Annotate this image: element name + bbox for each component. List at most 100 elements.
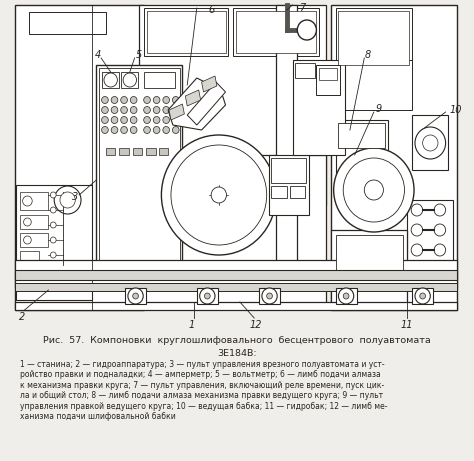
Bar [15, 260, 457, 288]
Circle shape [153, 96, 160, 104]
Circle shape [415, 127, 446, 159]
Circle shape [130, 106, 137, 113]
Text: 12: 12 [250, 320, 263, 330]
Bar [338, 123, 385, 148]
Text: 6: 6 [208, 5, 214, 15]
Bar [412, 288, 433, 304]
Text: 1 — станина; 2 — гидроаппаратура; 3 — пульт управления врезного полуавтомата и у: 1 — станина; 2 — гидроаппаратура; 3 — пу… [20, 360, 387, 421]
Circle shape [50, 207, 56, 213]
Circle shape [334, 148, 414, 232]
Circle shape [111, 117, 118, 124]
Bar [15, 5, 144, 310]
Circle shape [162, 135, 276, 255]
Circle shape [50, 192, 56, 198]
Bar [133, 148, 142, 155]
Circle shape [153, 126, 160, 134]
Bar [197, 288, 218, 304]
Text: 3: 3 [72, 192, 78, 202]
Circle shape [101, 96, 108, 104]
Text: 1: 1 [189, 320, 195, 330]
Bar [121, 72, 138, 88]
Circle shape [173, 126, 179, 134]
Circle shape [173, 117, 179, 124]
Circle shape [121, 106, 128, 113]
Bar [15, 5, 457, 310]
Circle shape [121, 126, 128, 134]
Text: Рис.  57.  Компоновки  круглошлифовального  бесцентрового  полуавтомата: Рис. 57. Компоновки круглошлифовального … [43, 336, 431, 345]
Circle shape [171, 145, 267, 245]
Circle shape [153, 117, 160, 124]
Circle shape [338, 288, 354, 304]
Bar [336, 288, 356, 304]
Bar [125, 288, 146, 304]
Circle shape [163, 106, 170, 113]
Text: 3Е184В:: 3Е184В: [217, 349, 257, 358]
Circle shape [111, 96, 118, 104]
Bar [292, 60, 345, 155]
Circle shape [200, 288, 215, 304]
Circle shape [130, 126, 137, 134]
Circle shape [144, 106, 150, 113]
Bar [20, 215, 48, 229]
Bar [15, 283, 457, 291]
Bar [336, 8, 412, 68]
Bar [96, 65, 182, 265]
Circle shape [123, 73, 137, 87]
Circle shape [267, 293, 273, 299]
Bar [269, 155, 309, 215]
Bar [331, 230, 407, 305]
Polygon shape [187, 82, 226, 125]
Circle shape [111, 106, 118, 113]
Bar [29, 12, 106, 34]
Circle shape [23, 196, 32, 206]
Circle shape [211, 187, 227, 203]
Bar [331, 5, 457, 310]
Circle shape [173, 106, 179, 113]
Bar [144, 72, 175, 88]
Circle shape [297, 20, 317, 40]
Bar [336, 120, 388, 185]
Bar [20, 192, 48, 210]
Circle shape [50, 237, 56, 243]
Circle shape [50, 252, 56, 258]
Circle shape [111, 126, 118, 134]
Bar [272, 186, 287, 198]
Circle shape [121, 117, 128, 124]
Circle shape [24, 218, 31, 226]
Circle shape [434, 204, 446, 216]
Bar [15, 270, 457, 280]
Circle shape [204, 293, 210, 299]
Bar [317, 65, 340, 95]
Circle shape [343, 293, 349, 299]
Bar [106, 148, 116, 155]
Bar [99, 68, 180, 262]
Circle shape [163, 117, 170, 124]
Circle shape [420, 293, 426, 299]
Bar [272, 158, 306, 183]
Circle shape [101, 117, 108, 124]
Circle shape [24, 236, 31, 244]
Bar [319, 68, 337, 80]
Bar [407, 200, 453, 270]
Circle shape [423, 135, 438, 151]
Circle shape [101, 106, 108, 113]
Bar [16, 185, 92, 300]
Polygon shape [185, 90, 201, 106]
Polygon shape [201, 76, 217, 92]
Text: 5: 5 [135, 50, 142, 60]
Bar [276, 5, 297, 285]
Bar [336, 235, 402, 275]
Circle shape [60, 192, 75, 208]
Circle shape [101, 126, 108, 134]
Bar [20, 233, 48, 247]
Circle shape [411, 204, 423, 216]
Text: 2: 2 [18, 312, 25, 322]
Text: 11: 11 [400, 320, 413, 330]
Circle shape [133, 293, 138, 299]
Circle shape [173, 96, 179, 104]
Bar [139, 5, 326, 205]
Circle shape [411, 224, 423, 236]
Bar [412, 115, 448, 170]
Circle shape [54, 186, 81, 214]
Text: 9: 9 [375, 104, 382, 114]
